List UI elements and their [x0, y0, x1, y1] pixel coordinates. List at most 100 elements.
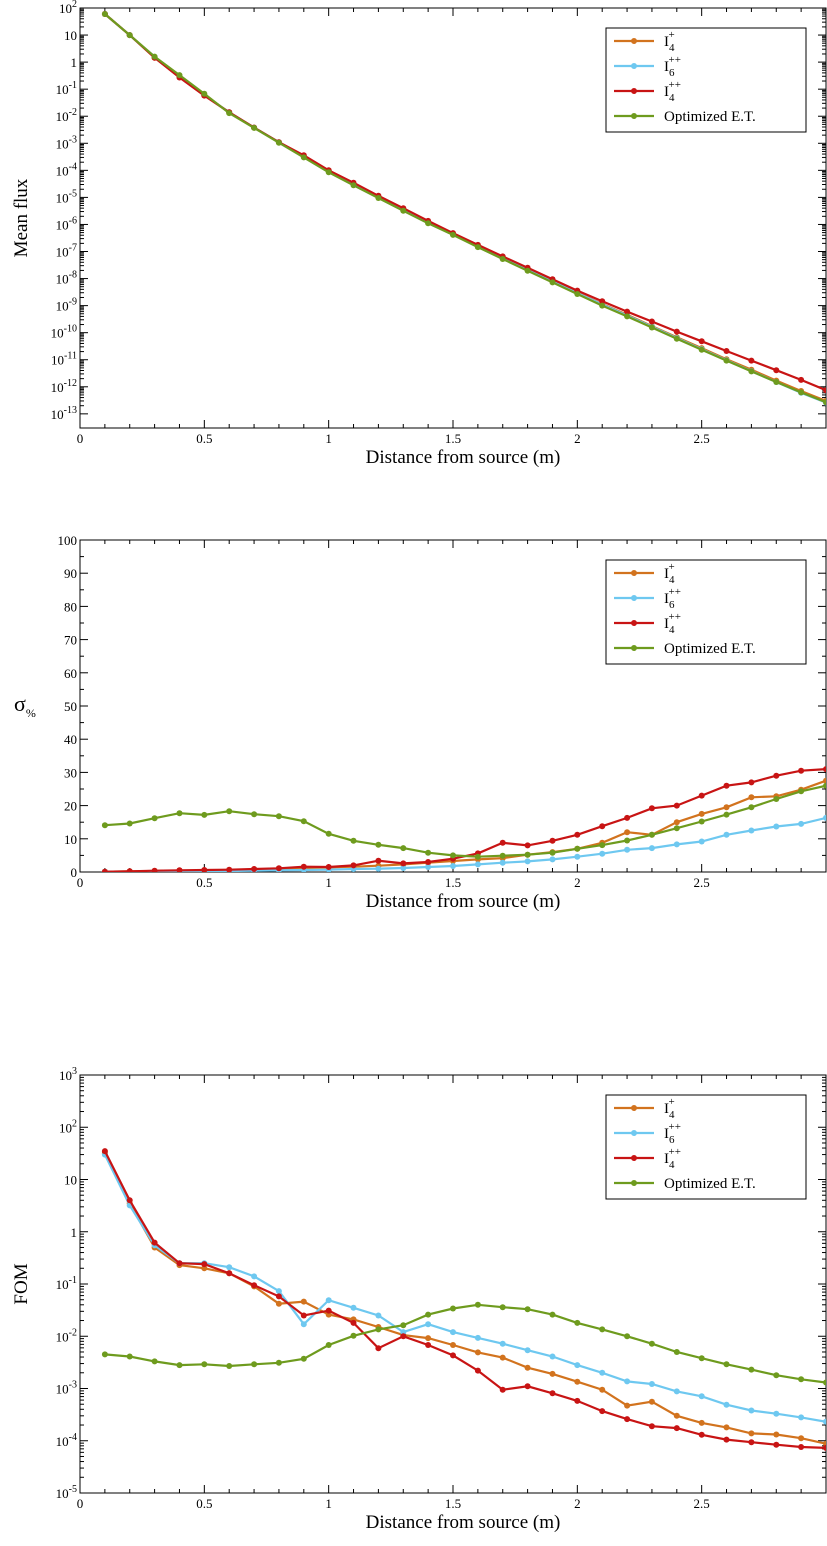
- data-point: [474, 853, 481, 860]
- data-point: [798, 820, 805, 827]
- data-point: [425, 1311, 432, 1318]
- data-point: [450, 1342, 456, 1348]
- data-point: [798, 788, 805, 795]
- data-point: [648, 1381, 655, 1387]
- data-point: [648, 1398, 655, 1405]
- data-point: [300, 1321, 307, 1328]
- data-point: [350, 182, 357, 189]
- data-point: [673, 1388, 680, 1395]
- x-tick-label: 0.5: [196, 431, 212, 446]
- data-point: [624, 308, 631, 315]
- data-point: [499, 1304, 506, 1311]
- data-point: [450, 1305, 456, 1312]
- data-point: [151, 1239, 158, 1246]
- data-point: [624, 1402, 631, 1409]
- data-point: [798, 389, 805, 396]
- y-tick-label: 1: [71, 55, 78, 70]
- data-point: [275, 1288, 282, 1295]
- legend-marker: [631, 38, 637, 44]
- data-point: [748, 827, 755, 834]
- data-point: [275, 139, 282, 146]
- data-point: [823, 1379, 826, 1386]
- x-tick-label: 2: [574, 1496, 581, 1511]
- chart-panel-1: 0 0.5 1 1.5 2 2.5 Distance from source (m) 102 1…: [11, 0, 827, 468]
- data-point: [698, 1419, 705, 1426]
- data-point: [574, 291, 581, 297]
- series-layer: [101, 766, 826, 872]
- y-tick-label: 60: [64, 666, 77, 681]
- data-point: [151, 867, 158, 872]
- legend-label: I4+: [664, 29, 675, 54]
- data-point: [375, 841, 382, 848]
- legend: I4+I6++I4++ Optimized E.T.: [605, 27, 807, 133]
- x-tick-label: 2.5: [694, 431, 710, 446]
- data-point: [375, 1345, 382, 1352]
- data-point: [748, 368, 755, 375]
- y-tick-label: 10-2: [56, 1327, 77, 1344]
- data-point: [823, 782, 826, 789]
- y-tick-label: 100: [58, 533, 78, 548]
- data-point: [201, 1361, 208, 1368]
- y-tick-label: 103: [59, 1066, 77, 1083]
- data-point: [251, 811, 258, 818]
- data-point: [773, 823, 780, 830]
- legend-label: I4++: [664, 611, 681, 636]
- y-tick-label: 10-6: [56, 215, 77, 232]
- data-point: [524, 842, 531, 849]
- data-point: [474, 1367, 481, 1374]
- y-tick-label: 1: [71, 1225, 78, 1240]
- data-point: [599, 1386, 606, 1393]
- data-point: [648, 324, 655, 331]
- data-point: [226, 110, 233, 117]
- x-tick-label: 0.5: [196, 1496, 212, 1511]
- x-tick-label: 2: [574, 875, 581, 890]
- data-point: [226, 1363, 233, 1369]
- data-point: [176, 810, 183, 817]
- series-line-4: [104, 784, 826, 858]
- data-point: [599, 842, 606, 849]
- data-point: [624, 1378, 631, 1385]
- data-point: [823, 777, 826, 784]
- data-point: [673, 1412, 680, 1419]
- data-point: [648, 1423, 655, 1430]
- data-point: [624, 1333, 631, 1340]
- data-point: [599, 302, 606, 309]
- y-tick-label: 10-7: [56, 243, 77, 260]
- series-layer: [101, 11, 826, 406]
- data-point: [549, 856, 556, 863]
- data-point: [499, 1340, 506, 1347]
- data-point: [350, 862, 357, 869]
- data-point: [823, 1444, 826, 1451]
- y-tick-label: 10: [64, 832, 77, 847]
- data-point: [823, 387, 826, 394]
- x-tick-label: 0: [77, 1496, 84, 1511]
- data-point: [599, 1408, 606, 1415]
- x-tick-label: 1.5: [445, 431, 461, 446]
- x-tick-label: 1: [325, 1496, 332, 1511]
- data-point: [275, 1359, 282, 1366]
- data-point: [648, 831, 655, 838]
- data-point: [350, 1304, 357, 1311]
- data-point: [549, 1390, 556, 1397]
- data-point: [499, 839, 506, 846]
- chart-panel-2: 0 0.5 1 1.5 2 2.5 Distance from source (m) 0 10 2…: [14, 533, 827, 912]
- data-point: [599, 850, 606, 857]
- y-tick-label: 10-3: [56, 134, 77, 151]
- data-point: [375, 1326, 382, 1333]
- data-point: [574, 1319, 581, 1326]
- data-point: [400, 845, 407, 852]
- data-point: [499, 1386, 506, 1393]
- data-point: [574, 1397, 581, 1404]
- data-point: [524, 1383, 531, 1390]
- data-point: [126, 820, 133, 827]
- data-point: [126, 32, 133, 39]
- data-point: [723, 348, 730, 354]
- data-point: [624, 814, 631, 821]
- data-point: [226, 1264, 233, 1271]
- data-point: [151, 53, 158, 60]
- data-point: [823, 766, 826, 773]
- data-point: [698, 818, 705, 825]
- x-axis-label: Distance from source (m): [366, 447, 561, 468]
- legend-label: I6++: [664, 586, 681, 611]
